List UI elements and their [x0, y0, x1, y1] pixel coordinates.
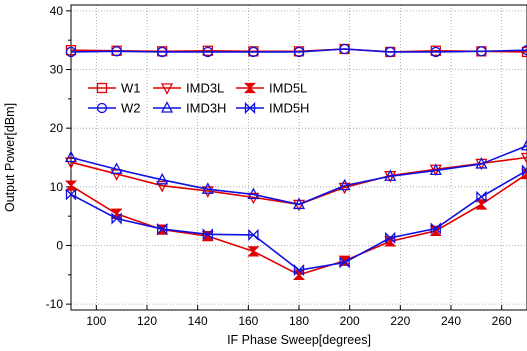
y-tick-label: 10: [50, 180, 64, 194]
data-point-imd3h: [110, 162, 123, 174]
x-tick-label: 120: [137, 314, 157, 328]
data-point-imd5h: [339, 256, 350, 269]
data-point-imd3l: [338, 182, 351, 195]
data-point-imd5l: [64, 180, 78, 191]
data-point-w2: [65, 46, 77, 58]
data-point-imd5h: [248, 228, 259, 241]
data-point-imd3h: [201, 182, 214, 194]
x-tick-label: 260: [492, 314, 512, 328]
series-imd5h: [65, 164, 527, 277]
data-point-w2: [521, 45, 527, 56]
data-point-imd3h: [247, 187, 260, 200]
data-point-imd3h: [384, 169, 397, 181]
data-point-imd5h: [111, 212, 122, 225]
series-imd5l: [64, 168, 527, 280]
data-point-imd3h: [156, 172, 169, 185]
data-point-imd3h: [520, 138, 527, 151]
x-tick-label: 240: [441, 314, 461, 328]
legend-item-imd3h: IMD3H: [153, 101, 226, 116]
legend-item-imd5h: IMD5H: [236, 101, 309, 116]
legend-marker: [160, 101, 174, 113]
legend-marker: [160, 83, 174, 95]
data-point-w2: [293, 46, 305, 58]
series-w1: [65, 43, 527, 58]
series-imd3h: [64, 138, 527, 210]
data-point-imd5h: [293, 264, 305, 277]
data-point-imd3h: [475, 157, 488, 169]
legend-marker: [243, 82, 257, 94]
data-point-imd3l: [292, 199, 306, 212]
data-point-w2: [157, 46, 168, 58]
data-point-imd5l: [247, 246, 260, 257]
data-point-imd5h: [202, 228, 213, 241]
x-axis-label: IF Phase Sweep[degrees]: [227, 333, 371, 347]
legend-marker: [96, 102, 108, 114]
data-point-w2: [248, 46, 259, 58]
x-tick-label: 100: [86, 314, 106, 328]
data-point-imd5h: [385, 231, 396, 244]
data-point-imd3l: [156, 181, 169, 193]
y-axis-label: Output Power[dBm]: [3, 103, 17, 212]
legend: W1 W2 IMD3L IMD3H IMD5L IMD5H: [88, 81, 309, 116]
data-point-w2: [476, 46, 487, 57]
legend-item-w2: W2: [88, 101, 141, 116]
x-tick-label: 160: [238, 314, 258, 328]
series-w2: [65, 43, 527, 58]
data-point-imd5l: [292, 269, 306, 280]
data-point-w2: [202, 46, 213, 58]
legend-label: IMD5L: [269, 81, 307, 96]
legend-label: W1: [121, 81, 141, 96]
x-tick-label: 140: [188, 314, 208, 328]
data-point-imd5l: [475, 199, 488, 210]
y-tick-label: 40: [50, 4, 64, 18]
data-point-imd5h: [157, 222, 168, 236]
series-line-imd3h: [70, 145, 527, 206]
axes: 100 120 140 160 180 200 220 240 260 -10 0 10 20 30 40: [46, 4, 512, 328]
x-tick-label: 200: [340, 314, 360, 328]
legend-label: IMD5H: [269, 101, 309, 116]
x-tick-label: 180: [289, 314, 309, 328]
series-imd3l: [64, 152, 527, 212]
legend-label: IMD3L: [186, 81, 224, 96]
data-point-imd3h: [429, 163, 442, 176]
data-point-w2: [339, 43, 350, 55]
data-point-imd3l: [201, 186, 214, 198]
legend-item-imd3l: IMD3L: [153, 81, 224, 96]
x-tick-label: 220: [390, 314, 410, 328]
series-layer: [64, 43, 527, 280]
data-point-w2: [430, 46, 441, 58]
data-point-imd3h: [64, 150, 78, 163]
legend-label: IMD3H: [186, 101, 226, 116]
data-point-w2: [385, 46, 396, 58]
data-point-imd3h: [292, 197, 306, 210]
legend-item-w1: W1: [88, 81, 141, 96]
data-point-imd3h: [338, 178, 351, 191]
data-point-imd5h: [430, 222, 441, 235]
y-tick-label: 20: [50, 121, 64, 135]
series-line-w2: [70, 48, 527, 53]
legend-item-imd5l: IMD5L: [236, 81, 307, 96]
data-point-w2: [111, 46, 122, 57]
data-point-imd5h: [65, 188, 77, 201]
legend-marker: [244, 101, 256, 115]
gridlines: [71, 5, 527, 310]
y-tick-label: 30: [50, 63, 64, 77]
data-point-imd3l: [520, 152, 527, 165]
y-tick-label: 0: [56, 238, 63, 252]
legend-marker: [96, 82, 108, 94]
data-point-imd5h: [521, 164, 527, 177]
y-tick-label: -10: [46, 297, 64, 311]
legend-label: W2: [121, 101, 141, 116]
data-point-imd5h: [476, 190, 487, 203]
